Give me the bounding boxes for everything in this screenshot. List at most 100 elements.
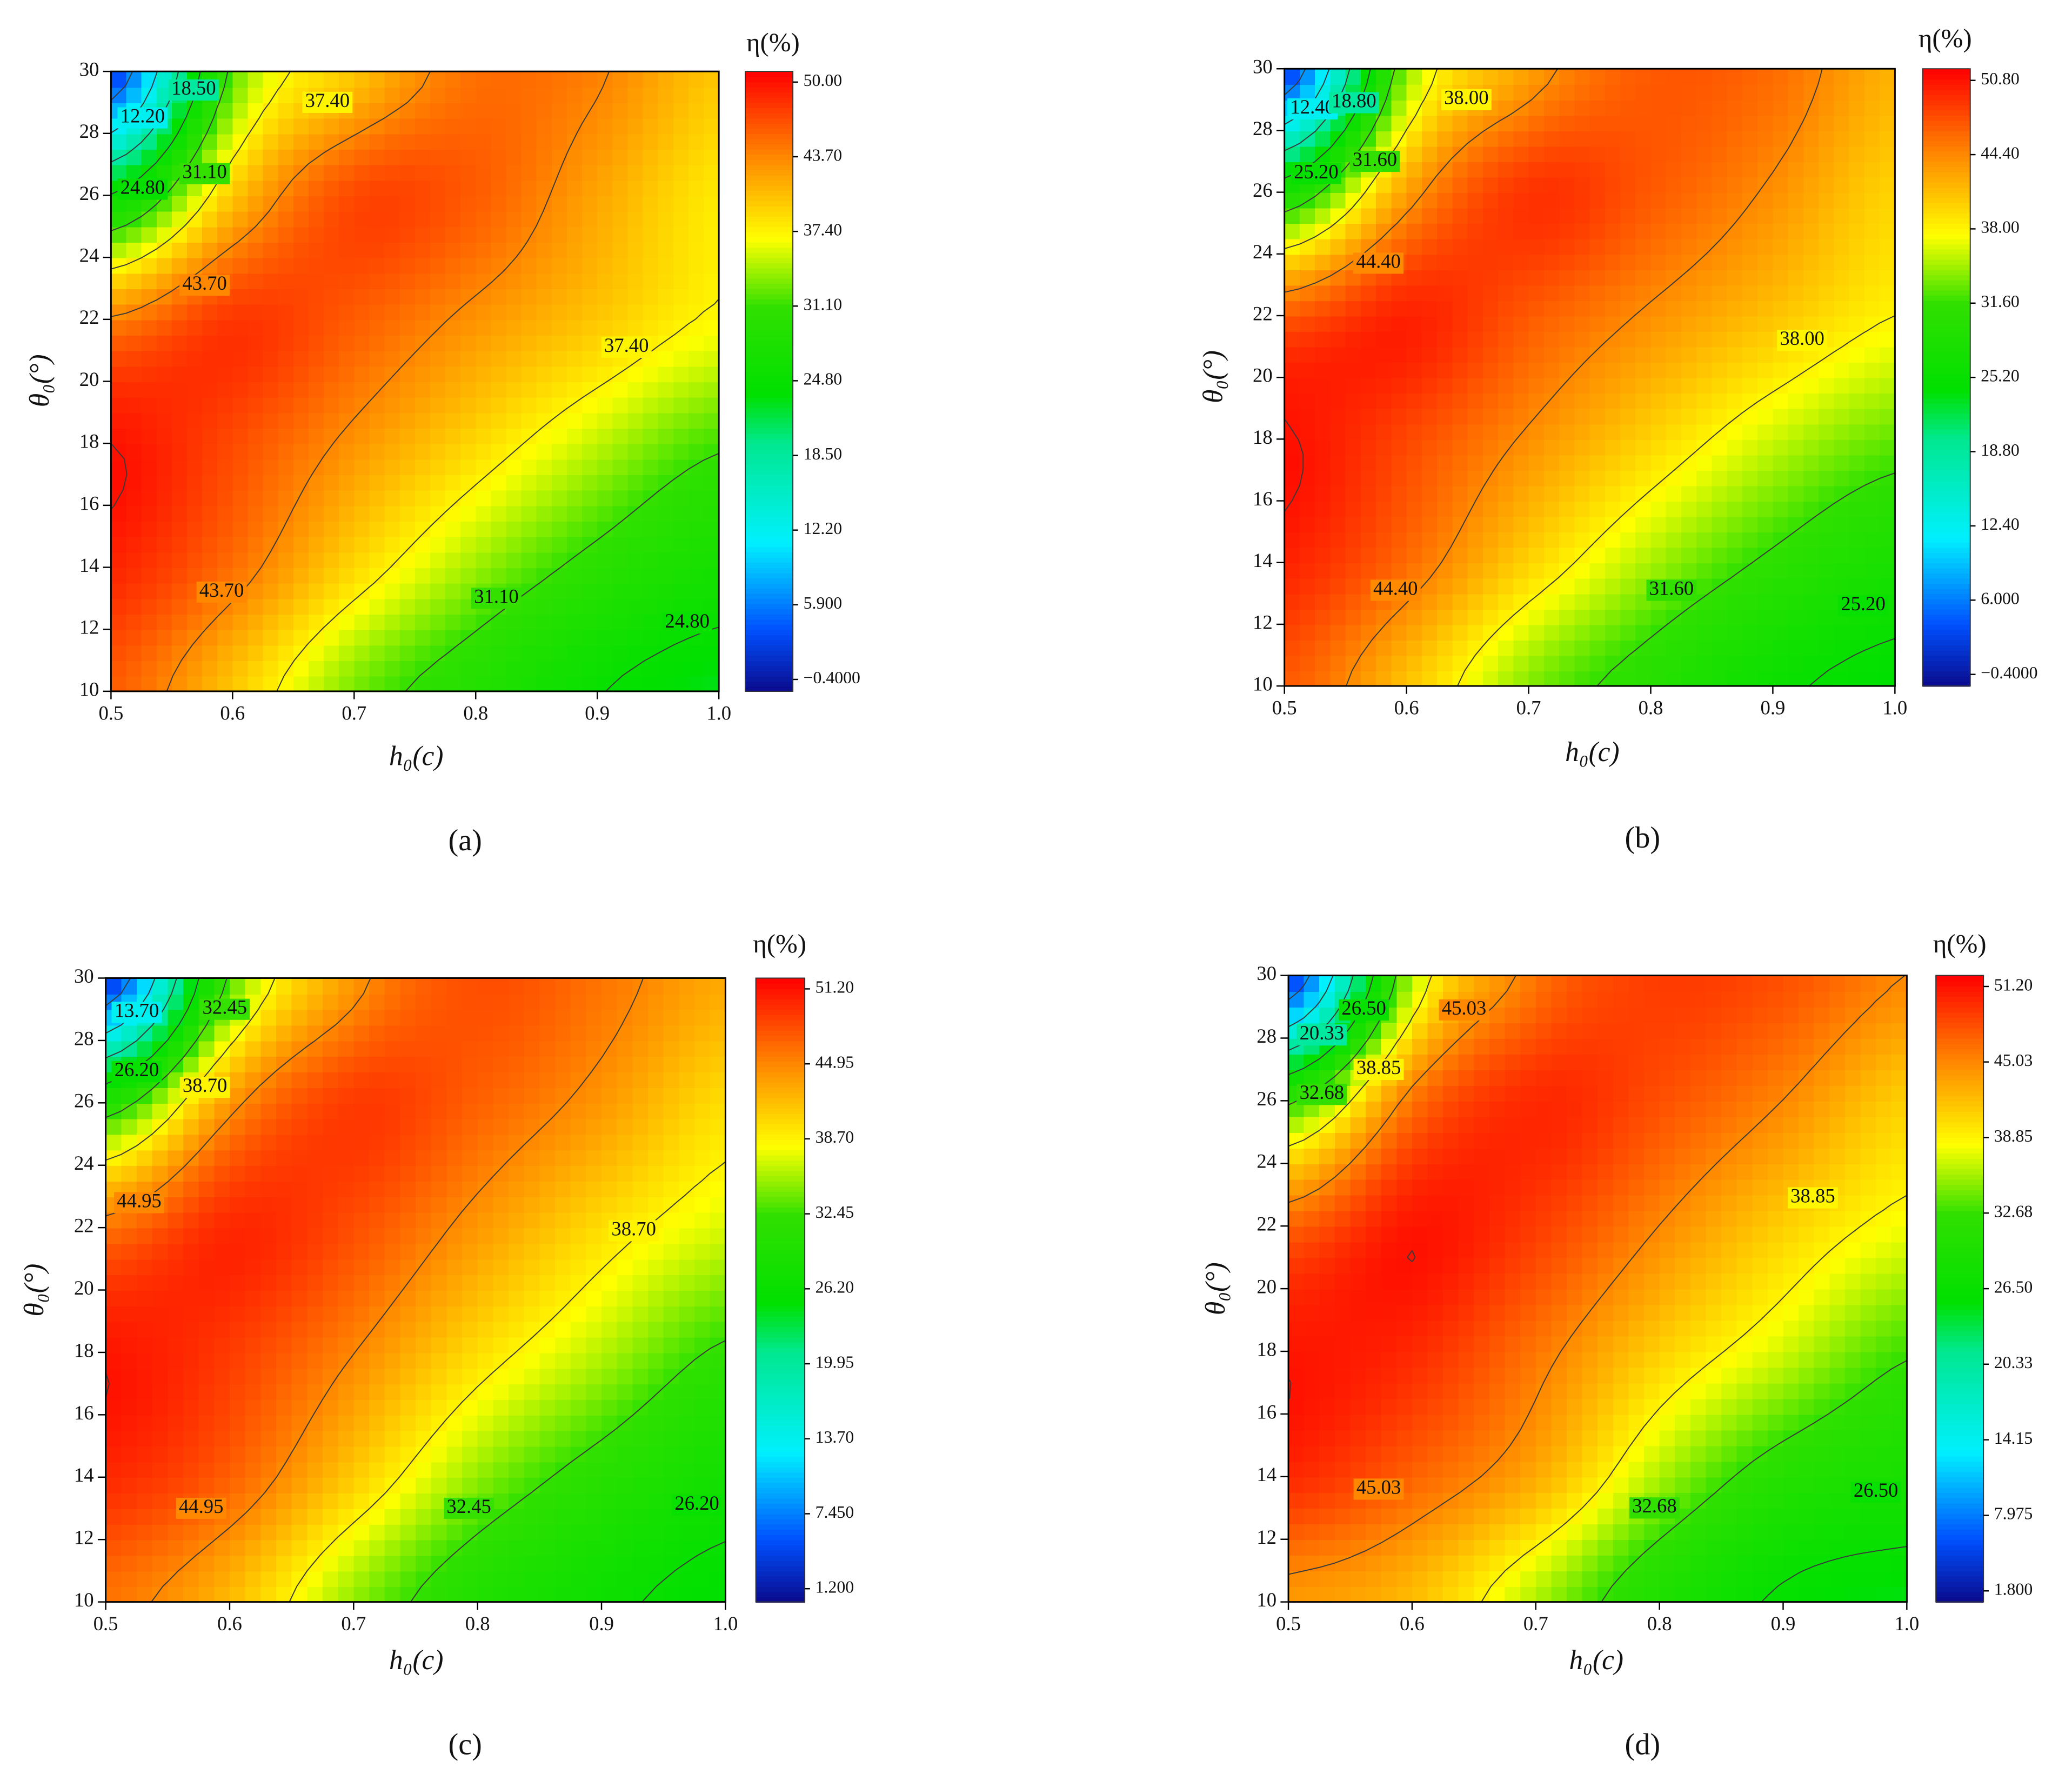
heat-cell <box>1788 238 1804 255</box>
heat-cell <box>232 272 249 289</box>
heat-cell <box>688 660 705 677</box>
heat-cell <box>491 365 507 382</box>
heat-cell <box>307 1040 324 1057</box>
heat-cell <box>416 1477 432 1494</box>
colorbar-strip <box>1922 423 1970 430</box>
heat-cell <box>1849 655 1866 672</box>
heat-cell <box>1742 362 1759 378</box>
heat-cell <box>1589 69 1606 85</box>
heat-cell <box>462 978 479 995</box>
heat-cell <box>248 644 264 662</box>
heat-cell <box>1482 670 1499 687</box>
heat-cell <box>627 490 644 506</box>
heat-cell <box>431 1399 447 1416</box>
heat-cell <box>597 211 613 228</box>
heat-cell <box>1574 392 1590 409</box>
heat-cell <box>276 1492 293 1509</box>
heat-cell <box>399 272 416 289</box>
heat-cell <box>539 1212 556 1229</box>
contour-label: 31.10 <box>474 585 518 607</box>
heat-cell <box>1696 362 1713 378</box>
heat-cell <box>1391 99 1408 116</box>
heat-cell <box>1437 501 1453 517</box>
heat-cell <box>431 978 447 995</box>
colorbar-strip <box>1922 398 1970 404</box>
heat-cell <box>570 1430 587 1447</box>
heat-cell <box>384 1524 401 1541</box>
heat-cell <box>369 1274 386 1291</box>
heat-cell <box>1452 331 1469 348</box>
heat-cell <box>168 1056 184 1073</box>
heat-cell <box>1498 177 1514 194</box>
heat-cell <box>1559 485 1575 502</box>
colorbar-strip <box>1922 475 1970 481</box>
heat-cell <box>217 211 233 228</box>
heat-cell <box>384 1071 401 1088</box>
heat-cell <box>369 211 386 228</box>
colorbar-strip <box>745 201 793 206</box>
colorbar-strip <box>1922 161 1970 168</box>
heat-cell <box>1543 562 1560 579</box>
heat-cell <box>263 583 279 599</box>
heat-cell <box>601 1586 618 1603</box>
heat-cell <box>704 381 720 398</box>
heat-cell <box>601 1243 618 1260</box>
heat-cell <box>477 1555 494 1572</box>
heat-cell <box>168 1040 184 1057</box>
heat-cell <box>1803 655 1820 672</box>
heat-cell <box>1834 470 1850 486</box>
heat-cell <box>1498 346 1514 363</box>
heat-cell <box>1742 578 1759 595</box>
heat-cell <box>291 1352 308 1369</box>
heat-cell <box>570 1040 587 1057</box>
heat-cell <box>263 458 279 475</box>
heat-cell <box>1834 439 1850 456</box>
heat-cell <box>1681 485 1697 502</box>
heat-cell <box>308 257 325 274</box>
colorbar-strip <box>1922 351 1970 358</box>
heat-cell <box>248 149 264 165</box>
heat-cell <box>1284 624 1301 641</box>
heat-cell <box>263 288 279 305</box>
heat-cell <box>1849 547 1866 564</box>
heat-cell <box>338 1570 355 1588</box>
heat-cell <box>232 397 249 414</box>
heat-cell <box>1803 69 1820 85</box>
colorbar-strip <box>745 133 793 139</box>
heat-cell <box>1605 254 1621 270</box>
colorbar-strip <box>1922 490 1970 497</box>
colorbar-strip <box>745 376 793 382</box>
heat-cell <box>186 350 203 367</box>
heat-cell <box>1467 377 1484 394</box>
heat-cell <box>245 1446 262 1463</box>
heat-cell <box>1803 593 1820 610</box>
heat-cell <box>658 443 674 460</box>
heat-cell <box>1681 99 1697 116</box>
heat-cell <box>1589 99 1606 116</box>
heat-cell <box>1406 439 1423 456</box>
heat-cell <box>551 211 568 228</box>
heat-cell <box>446 1524 463 1541</box>
heat-cell <box>1284 454 1301 471</box>
heat-cell <box>555 1196 572 1213</box>
heat-cell <box>384 335 401 351</box>
heat-cell <box>126 490 143 506</box>
heat-cell <box>1559 177 1575 194</box>
heat-cell <box>369 536 386 553</box>
heat-cell <box>121 1586 138 1603</box>
heat-cell <box>509 1570 525 1588</box>
heat-cell <box>627 133 644 150</box>
heat-cell <box>477 1181 494 1197</box>
heat-cell <box>1773 192 1789 209</box>
heat-cell <box>493 1383 510 1400</box>
heat-cell <box>121 1415 138 1431</box>
colorbar-tick-label: 31.10 <box>804 295 842 314</box>
heat-cell <box>476 272 492 289</box>
heat-cell <box>202 428 218 444</box>
heat-cell <box>293 350 310 367</box>
heat-cell <box>384 350 401 367</box>
heat-cell <box>1696 300 1713 317</box>
heat-cell <box>536 536 553 553</box>
heat-cell <box>1819 408 1835 425</box>
heat-cell <box>1437 454 1453 471</box>
